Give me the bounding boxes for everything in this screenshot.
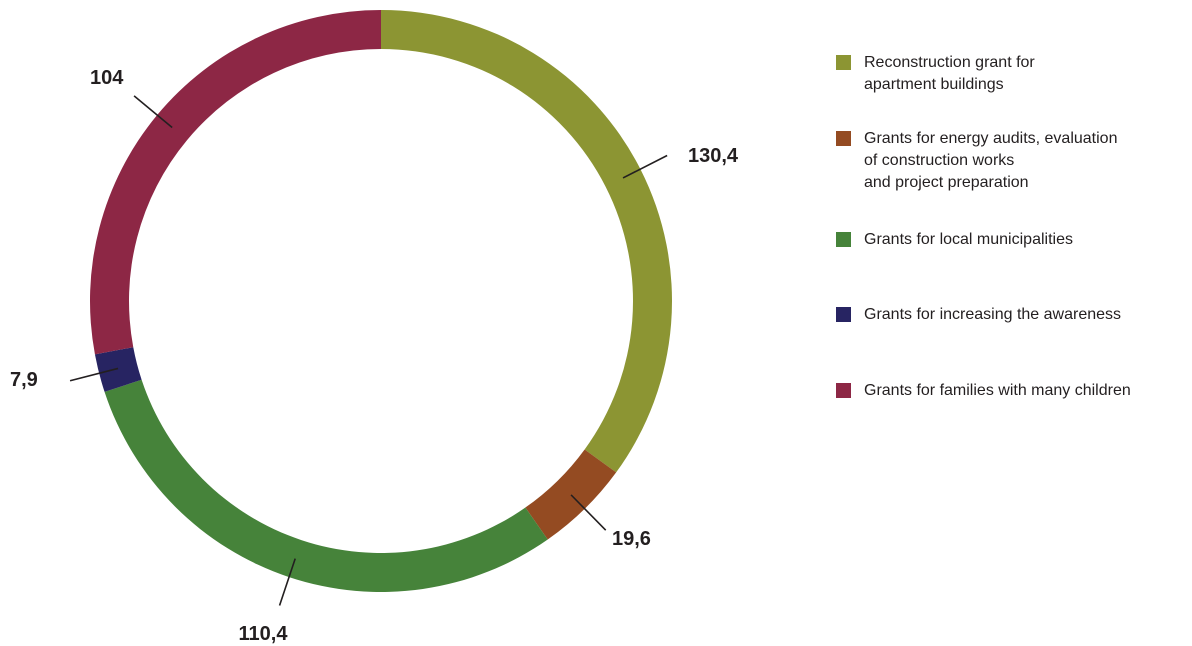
donut-slice — [381, 10, 672, 473]
legend-label: Grants for increasing the awareness — [864, 306, 1122, 323]
donut-slice — [525, 449, 617, 540]
leader-line — [622, 154, 668, 179]
legend-label: Grants for families with many children — [864, 382, 1131, 399]
legend-item-energy-audits: Grants for energy audits, evaluation of … — [836, 128, 1184, 194]
leader-line — [570, 494, 607, 531]
donut-slice — [104, 379, 548, 593]
legend-swatch — [836, 383, 851, 398]
legend-label: Reconstruction grant for apartment build… — [864, 54, 1035, 93]
slice-value-label: 130,4 — [688, 145, 739, 167]
legend-item-municipalities: Grants for local municipalities — [836, 229, 1184, 251]
legend-swatch — [836, 307, 851, 322]
donut-slice — [89, 10, 381, 355]
legend-swatch — [836, 131, 851, 146]
slice-value-label: 7,9 — [10, 369, 38, 391]
legend-label: Grants for local municipalities — [864, 231, 1073, 248]
leader-line — [133, 95, 173, 129]
leader-line — [69, 367, 119, 382]
legend-label: Grants for energy audits, evaluation of … — [864, 130, 1118, 191]
legend-swatch — [836, 232, 851, 247]
slice-value-label: 110,4 — [239, 623, 289, 645]
legend-item-awareness: Grants for increasing the awareness — [836, 304, 1184, 326]
legend-item-families: Grants for families with many children — [836, 380, 1184, 402]
donut-slice — [94, 347, 142, 392]
donut-chart: 130,4 19,6 110,4 7,9 104 — [10, 10, 739, 645]
slice-value-label: 104 — [90, 67, 124, 89]
legend-swatch — [836, 55, 851, 70]
leader-line — [278, 558, 296, 606]
legend-item-reconstruction: Reconstruction grant for apartment build… — [836, 52, 1184, 96]
slice-value-label: 19,6 — [612, 528, 651, 550]
